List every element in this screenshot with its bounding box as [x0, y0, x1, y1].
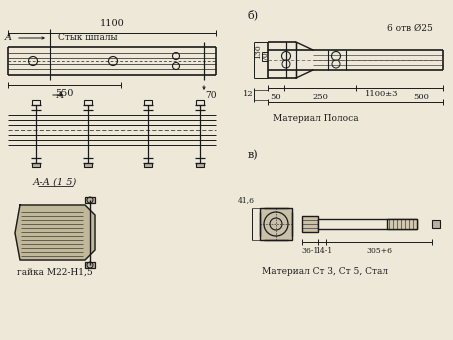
- Bar: [387, 219, 417, 229]
- Bar: [144, 100, 152, 105]
- Text: 14-1: 14-1: [315, 247, 333, 255]
- Bar: [302, 216, 318, 232]
- Bar: [196, 163, 204, 167]
- Text: 70: 70: [205, 91, 217, 100]
- Bar: [85, 262, 95, 268]
- Bar: [318, 219, 417, 229]
- Text: 6 отв Ø25: 6 отв Ø25: [387, 23, 433, 33]
- Bar: [260, 208, 292, 240]
- Text: Стык шпалы: Стык шпалы: [58, 34, 117, 42]
- Text: A: A: [57, 90, 63, 100]
- Text: 500: 500: [413, 93, 429, 101]
- Text: 70: 70: [261, 51, 269, 61]
- Polygon shape: [15, 205, 95, 260]
- Text: гайка М22-Н1,5: гайка М22-Н1,5: [17, 268, 93, 276]
- Text: 41,6: 41,6: [237, 196, 255, 204]
- Text: 305+6: 305+6: [366, 247, 392, 255]
- Text: б): б): [248, 10, 259, 20]
- Text: 50: 50: [271, 93, 281, 101]
- Text: 1100: 1100: [100, 19, 125, 28]
- Bar: [32, 163, 40, 167]
- Text: в): в): [248, 150, 259, 160]
- Bar: [144, 163, 152, 167]
- Text: 1100±3: 1100±3: [365, 90, 399, 98]
- Bar: [432, 220, 440, 228]
- Text: 12: 12: [243, 90, 253, 98]
- Text: Материал Полоса: Материал Полоса: [273, 114, 359, 123]
- Bar: [32, 100, 40, 105]
- Text: 550: 550: [55, 89, 73, 98]
- Bar: [85, 197, 95, 203]
- Text: А-А (1 5): А-А (1 5): [33, 177, 77, 187]
- Text: 36-1: 36-1: [301, 247, 319, 255]
- Text: 130: 130: [254, 45, 262, 59]
- Text: 250: 250: [312, 93, 328, 101]
- Bar: [84, 100, 92, 105]
- Text: Материал Ст 3, Ст 5, Стал: Материал Ст 3, Ст 5, Стал: [262, 268, 388, 276]
- Text: A: A: [5, 34, 12, 42]
- Bar: [196, 100, 204, 105]
- Bar: [84, 163, 92, 167]
